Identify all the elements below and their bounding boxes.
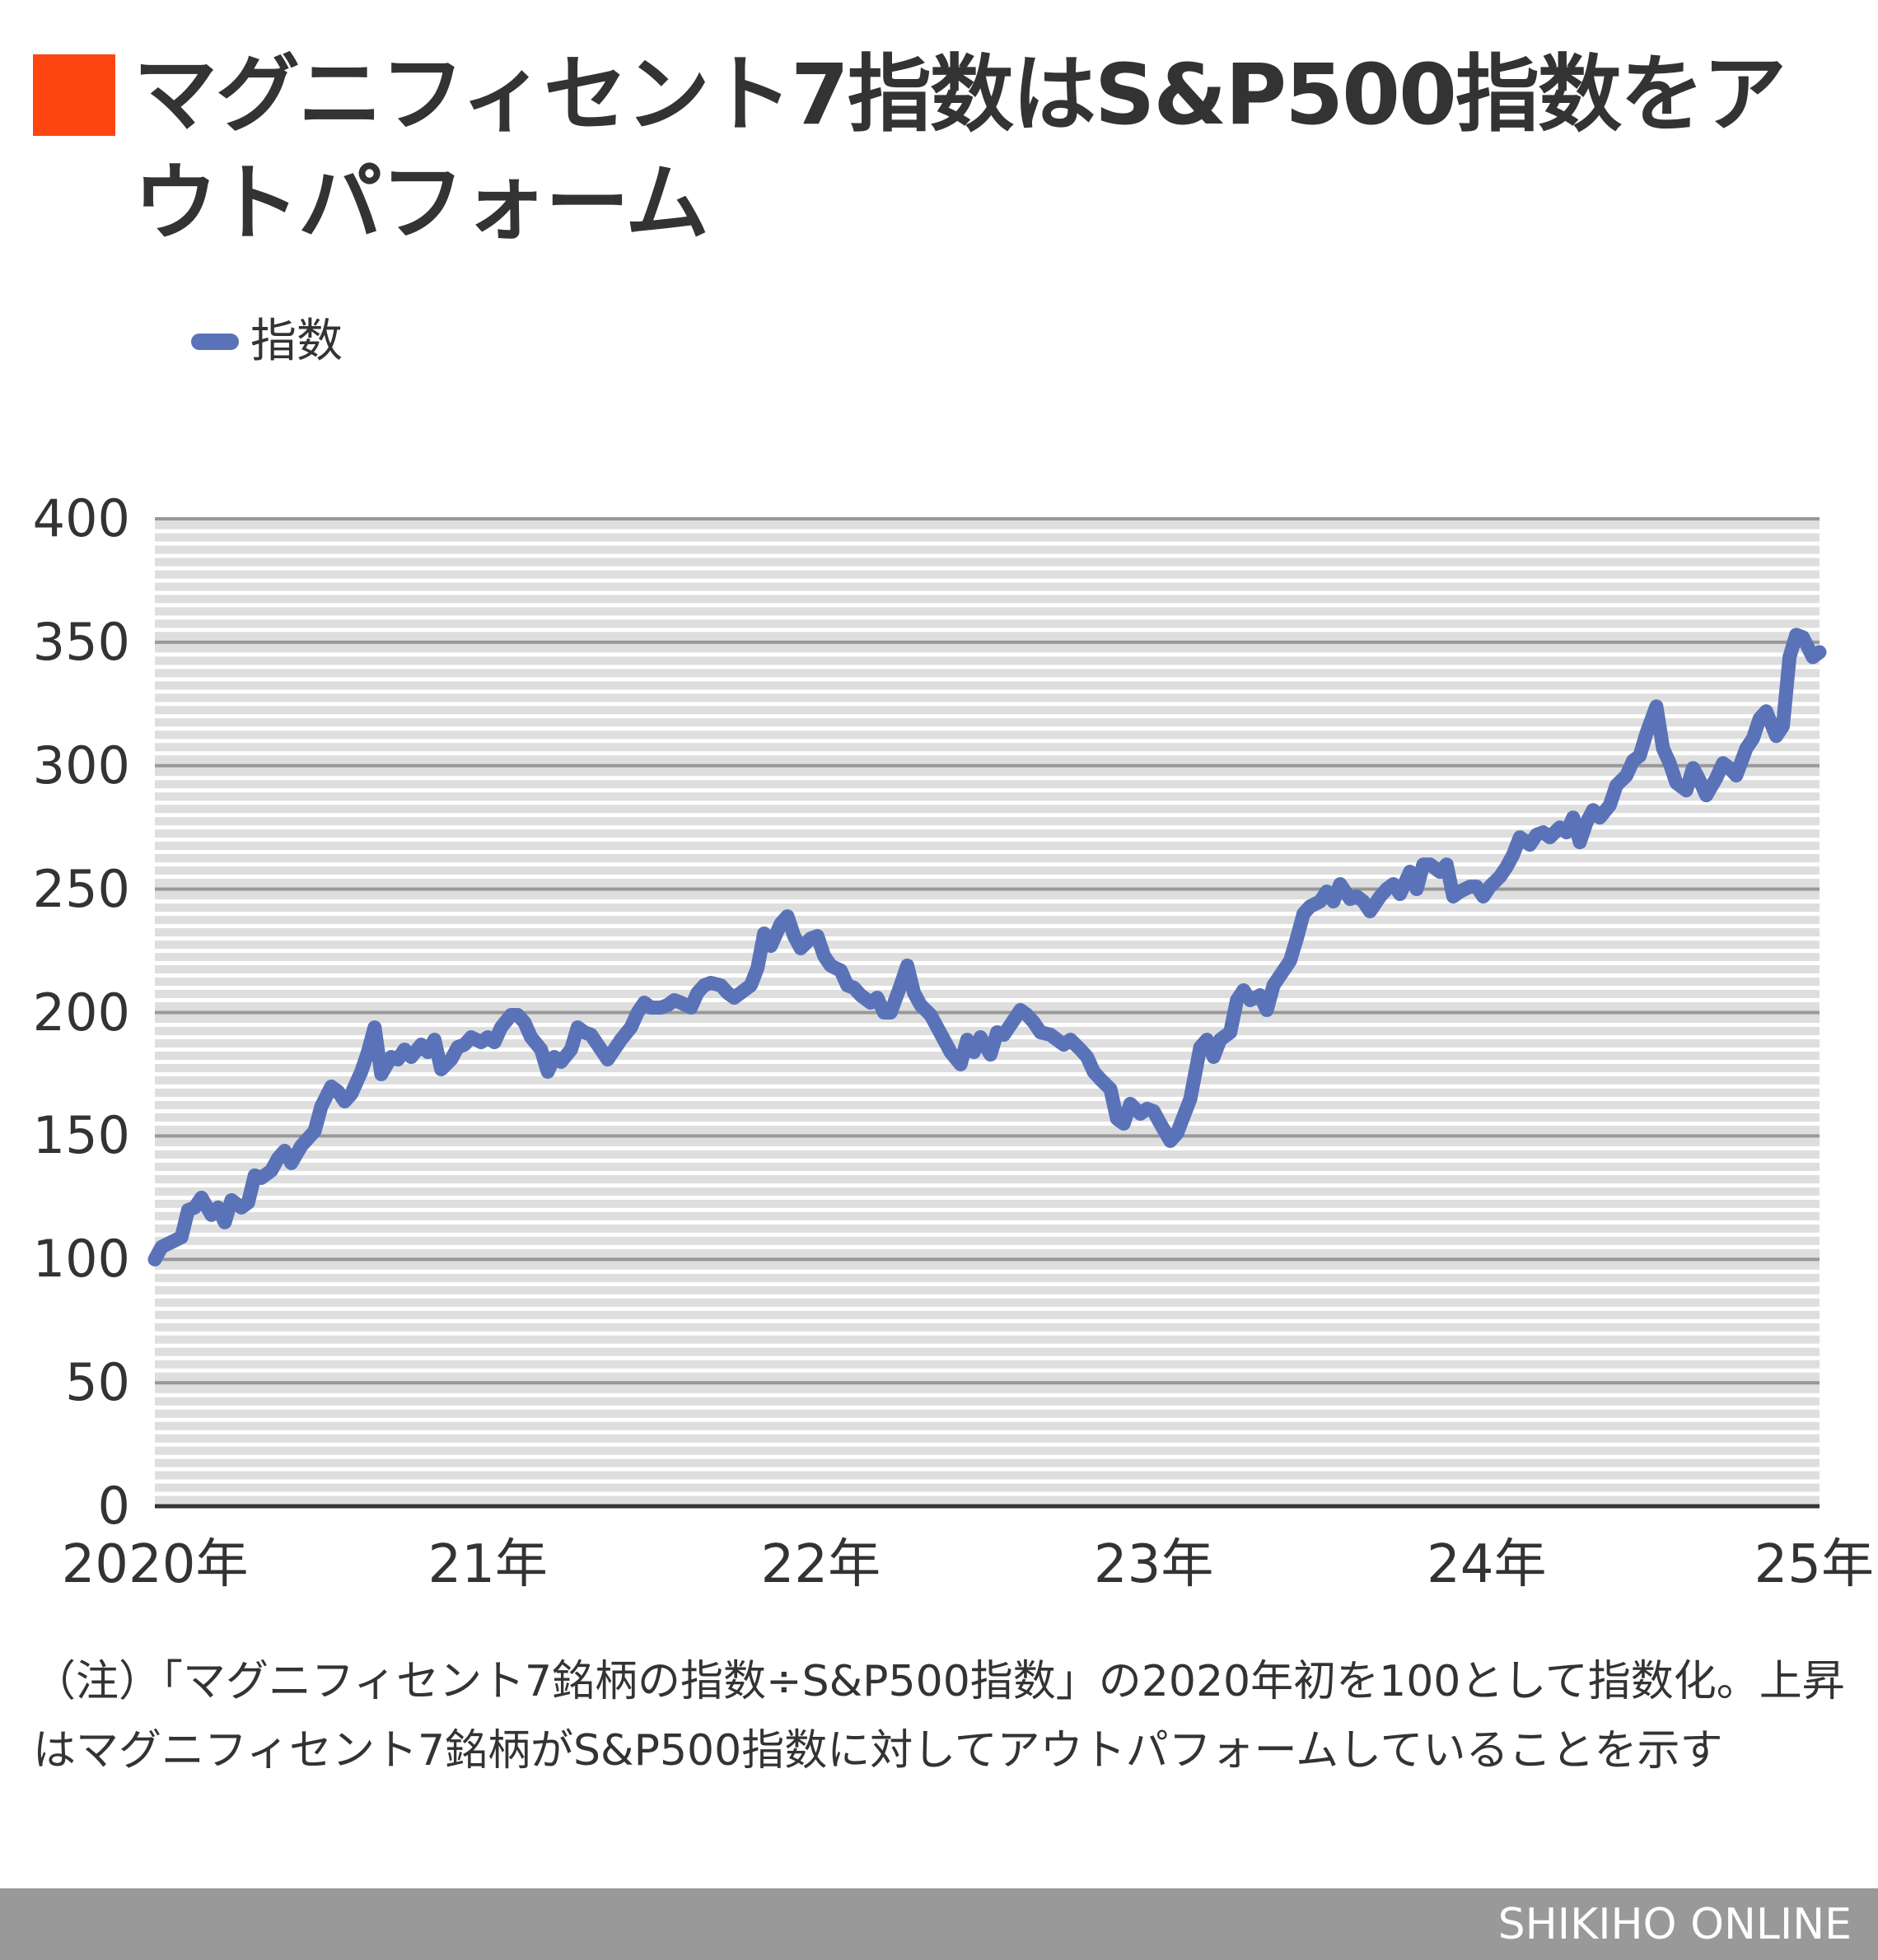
page-title: マグニフィセント7指数はS&P500指数をアウトパフォーム <box>133 46 1787 253</box>
y-tick-label: 200 <box>32 982 130 1043</box>
x-tick-label: 22年 <box>760 1534 881 1595</box>
x-tick-label: 2020年 <box>61 1534 249 1595</box>
x-tick-label: 21年 <box>427 1534 548 1595</box>
footer-bar: SHIKIHO ONLINE <box>0 1888 1878 1960</box>
x-tick-label: 23年 <box>1093 1534 1214 1595</box>
line-chart <box>147 517 1827 1509</box>
legend: 指数 <box>191 313 343 371</box>
y-tick-label: 350 <box>32 611 130 672</box>
x-tick-label: 25年 <box>1754 1534 1874 1595</box>
series-line <box>147 628 1827 1267</box>
x-tick-label: 24年 <box>1427 1534 1547 1595</box>
footer-brand: SHIKIHO ONLINE <box>1497 1900 1852 1949</box>
y-tick-label: 100 <box>32 1229 130 1290</box>
chart-note: （注）「マグニフィセント7銘柄の指数÷S&P500指数」の2020年初を100と… <box>33 1657 1845 1776</box>
y-tick-label: 0 <box>97 1476 130 1536</box>
y-tick-label: 50 <box>65 1352 130 1413</box>
y-tick-label: 250 <box>32 858 130 919</box>
legend-line-swatch-icon <box>191 334 239 350</box>
legend-label: 指数 <box>250 315 343 368</box>
title-accent-square <box>33 54 115 136</box>
y-tick-label: 400 <box>32 488 130 548</box>
y-tick-label: 150 <box>32 1105 130 1166</box>
y-tick-label: 300 <box>32 735 130 796</box>
